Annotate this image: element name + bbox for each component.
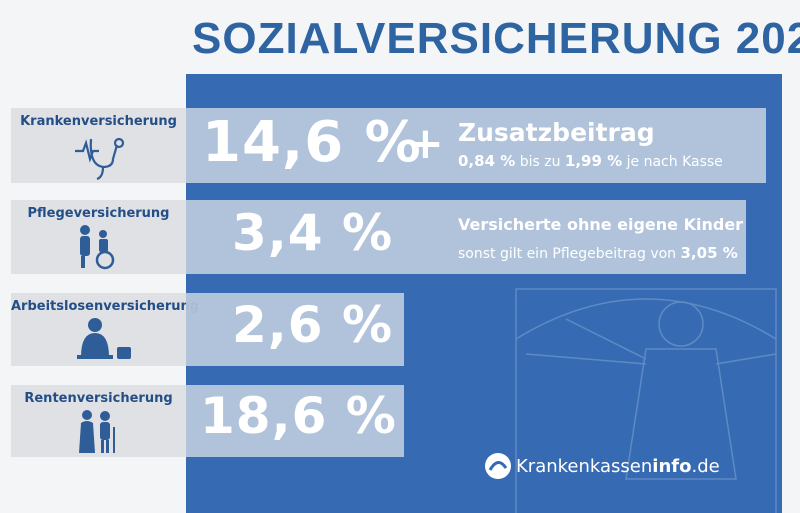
row-label-pflegeversicherung: Pflegeversicherung [11, 200, 186, 274]
value-bar-pv [186, 200, 746, 274]
logo-icon [485, 453, 511, 479]
value-pv: 3,4 % [232, 204, 394, 262]
value-kv: 14,6 % [202, 110, 422, 175]
vitruvian-man-watermark [515, 288, 777, 513]
pflege-note-text: sonst gilt ein Pflegebeitrag von 3,05 % [458, 244, 738, 262]
value-av: 2,6 % [232, 296, 394, 354]
unemployed-person-icon [77, 318, 131, 359]
zusatzbeitrag-text: 0,84 % bis zu 1,99 % je nach Kasse [458, 152, 723, 170]
row-label-krankenversicherung: Krankenversicherung [11, 108, 186, 183]
value-rv: 18,6 % [200, 387, 397, 445]
pflege-note-heading: Versicherte ohne eigene Kinder [458, 215, 744, 234]
value-bar-kv [186, 108, 766, 183]
logo: Krankenkasseninfo.de [484, 452, 720, 480]
page-title: SOZIALVERSICHERUNG 2023 [192, 14, 800, 63]
wheelchair-icon [80, 225, 115, 270]
logo-text: Krankenkasseninfo.de [516, 455, 720, 477]
row-label-rentenversicherung: Rentenversicherung [11, 385, 186, 457]
stethoscope-icon [75, 137, 125, 181]
value-bar-rv [186, 385, 404, 457]
zusatzbeitrag-heading: Zusatzbeitrag [458, 118, 655, 147]
value-bar-av [186, 293, 404, 366]
elderly-couple-icon [79, 410, 115, 453]
row-label-arbeitslosenversicherung: Arbeitslosenversicherung [11, 293, 199, 366]
plus-sign: + [407, 118, 444, 169]
